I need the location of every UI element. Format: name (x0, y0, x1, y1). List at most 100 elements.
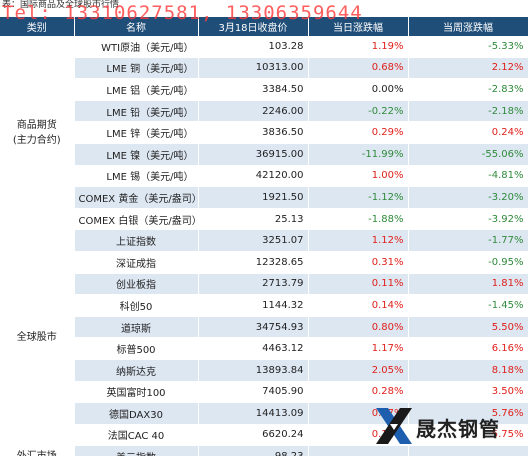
name-cell: COMEX 黄金（美元/盎司） (74, 186, 202, 209)
name-cell: LME 锌（美元/吨） (74, 121, 199, 144)
close-cell: 13893.84 (198, 359, 309, 382)
day-change-cell (308, 445, 409, 456)
table-row: LME 锡（美元/吨） 42120.00 1.00% -4.81% (0, 165, 528, 188)
table-row: LME 铅（美元/吨） 2246.00 -0.22% -2.18% (0, 100, 528, 123)
close-cell: 36915.00 (198, 143, 309, 166)
close-cell: 98.23 (198, 445, 309, 456)
day-change-cell: 0.11% (308, 273, 409, 296)
day-change-cell: 0.28% (308, 381, 409, 404)
close-cell: 3251.07 (198, 229, 309, 252)
week-change-cell: -2.83% (408, 78, 528, 101)
close-cell: 2713.79 (198, 273, 309, 296)
table-row: LME 铜（美元/吨） 10313.00 0.68% 2.12% (0, 57, 528, 80)
name-cell: 深证成指 (74, 251, 199, 274)
week-change-cell: -4.81% (408, 165, 528, 188)
table-caption: 表：国际商品及全球股市行情 (2, 0, 120, 10)
day-change-cell: -11.99% (308, 143, 409, 166)
table-row: LME 镍（美元/吨） 36915.00 -11.99% -55.06% (0, 143, 528, 166)
category-cell: 全球股市 (0, 229, 75, 447)
header-category: 类别 (0, 17, 75, 36)
week-change-cell: -0.95% (408, 251, 528, 274)
name-cell: COMEX 白银（美元/盎司） (74, 208, 202, 231)
week-change-cell: -3.92% (408, 208, 528, 231)
day-change-cell: 0.80% (308, 316, 409, 339)
header-row: 类别 名称 3月18日收盘价 当日涨跌幅 当周涨跌幅 (0, 17, 528, 36)
week-change-cell: 5.50% (408, 316, 528, 339)
table-row: 英国富时100 7405.90 0.28% 3.50% (0, 381, 528, 404)
week-change-cell: -5.33% (408, 36, 528, 58)
day-change-cell: 0.00% (308, 78, 409, 101)
table-row: LME 锌（美元/吨） 3836.50 0.29% 0.24% (0, 121, 528, 144)
close-cell: 1921.50 (198, 186, 309, 209)
close-cell: 7405.90 (198, 381, 309, 404)
close-cell: 3384.50 (198, 78, 309, 101)
week-change-cell: 3.50% (408, 381, 528, 404)
day-change-cell: 2.05% (308, 359, 409, 382)
table-row: 深证成指 12328.65 0.31% -0.95% (0, 251, 528, 274)
close-cell: 3836.50 (198, 121, 309, 144)
day-change-cell: -0.22% (308, 100, 409, 123)
day-change-cell: -1.88% (308, 208, 409, 231)
day-change-cell: 0.68% (308, 57, 409, 80)
name-cell: 标普500 (74, 337, 199, 360)
table-row: 全球股市 上证指数 3251.07 1.12% -1.77% (0, 229, 528, 447)
name-cell: LME 铝（美元/吨） (74, 78, 199, 101)
table-row: COMEX 白银（美元/盎司） 25.13 -1.88% -3.92% (0, 208, 528, 231)
table-row: 纳斯达克 13893.84 2.05% 8.18% (0, 359, 528, 382)
name-cell: LME 铜（美元/吨） (74, 57, 199, 80)
market-table: 类别 名称 3月18日收盘价 当日涨跌幅 当周涨跌幅 商品期货 (主力合约) WTI… (0, 17, 528, 456)
week-change-cell: -3.20% (408, 186, 528, 209)
close-cell: 42120.00 (198, 165, 309, 188)
day-change-cell: 0.29% (308, 121, 409, 144)
week-change-cell: -55.06% (408, 143, 528, 166)
table-body: 商品期货 (主力合约) WTI原油（美元/吨） 103.28 1.19% -5.33% LM… (0, 36, 528, 456)
phone-watermark: Tel: 13310627581, 13306359644 (2, 2, 363, 24)
close-cell: 4463.12 (198, 337, 309, 360)
close-cell: 1144.32 (198, 294, 309, 317)
name-cell: 创业板指 (74, 273, 199, 296)
week-change-cell: -1.45% (408, 294, 528, 317)
name-cell: LME 镍（美元/吨） (74, 143, 199, 166)
day-change-cell: 1.00% (308, 165, 409, 188)
week-change-cell: 0.24% (408, 121, 528, 144)
name-cell: 美元指数 (74, 445, 199, 456)
week-change-cell: 8.18% (408, 359, 528, 382)
header-day-change: 当日涨跌幅 (308, 17, 409, 36)
name-cell: LME 铅（美元/吨） (74, 100, 199, 123)
close-cell: 12328.65 (198, 251, 309, 274)
week-change-cell: -2.18% (408, 100, 528, 123)
brand-logo: 晟杰钢管 (372, 398, 528, 456)
close-cell: 2246.00 (198, 100, 309, 123)
header-close: 3月18日收盘价 (198, 17, 309, 36)
name-cell: 德国DAX30 (74, 402, 199, 425)
header-name: 名称 (74, 17, 199, 36)
close-cell: 14413.09 (198, 402, 309, 425)
table-row: 科创50 1144.32 0.14% -1.45% (0, 294, 528, 317)
close-cell: 10313.00 (198, 57, 309, 80)
name-cell: 纳斯达克 (74, 359, 199, 382)
header-week-change: 当周涨跌幅 (408, 17, 528, 36)
day-change-cell: 1.19% (308, 36, 409, 58)
table-row: 标普500 4463.12 1.17% 6.16% (0, 337, 528, 360)
day-change-cell: 1.17% (308, 337, 409, 360)
week-change-cell: 1.81% (408, 273, 528, 296)
day-change-cell: 0.31% (308, 251, 409, 274)
name-cell: 英国富时100 (74, 381, 199, 404)
name-cell: WTI原油（美元/吨） (74, 36, 199, 58)
category-cell: 商品期货 (主力合约) (0, 36, 75, 231)
close-cell: 103.28 (198, 36, 309, 58)
name-cell: 上证指数 (74, 229, 199, 252)
table-row: COMEX 黄金（美元/盎司） 1921.50 -1.12% -3.20% (0, 186, 528, 209)
name-cell: 科创50 (74, 294, 199, 317)
brand-name: 晟杰钢管 (416, 417, 500, 441)
brand-x-icon (376, 408, 412, 444)
table-row: LME 铝（美元/吨） 3384.50 0.00% -2.83% (0, 78, 528, 101)
week-change-cell: 6.16% (408, 337, 528, 360)
day-change-cell: 0.14% (308, 294, 409, 317)
close-cell: 6620.24 (198, 424, 309, 447)
table-row: 创业板指 2713.79 0.11% 1.81% (0, 273, 528, 296)
week-change-cell: 5.75% (408, 424, 528, 447)
close-cell: 34754.93 (198, 316, 309, 339)
